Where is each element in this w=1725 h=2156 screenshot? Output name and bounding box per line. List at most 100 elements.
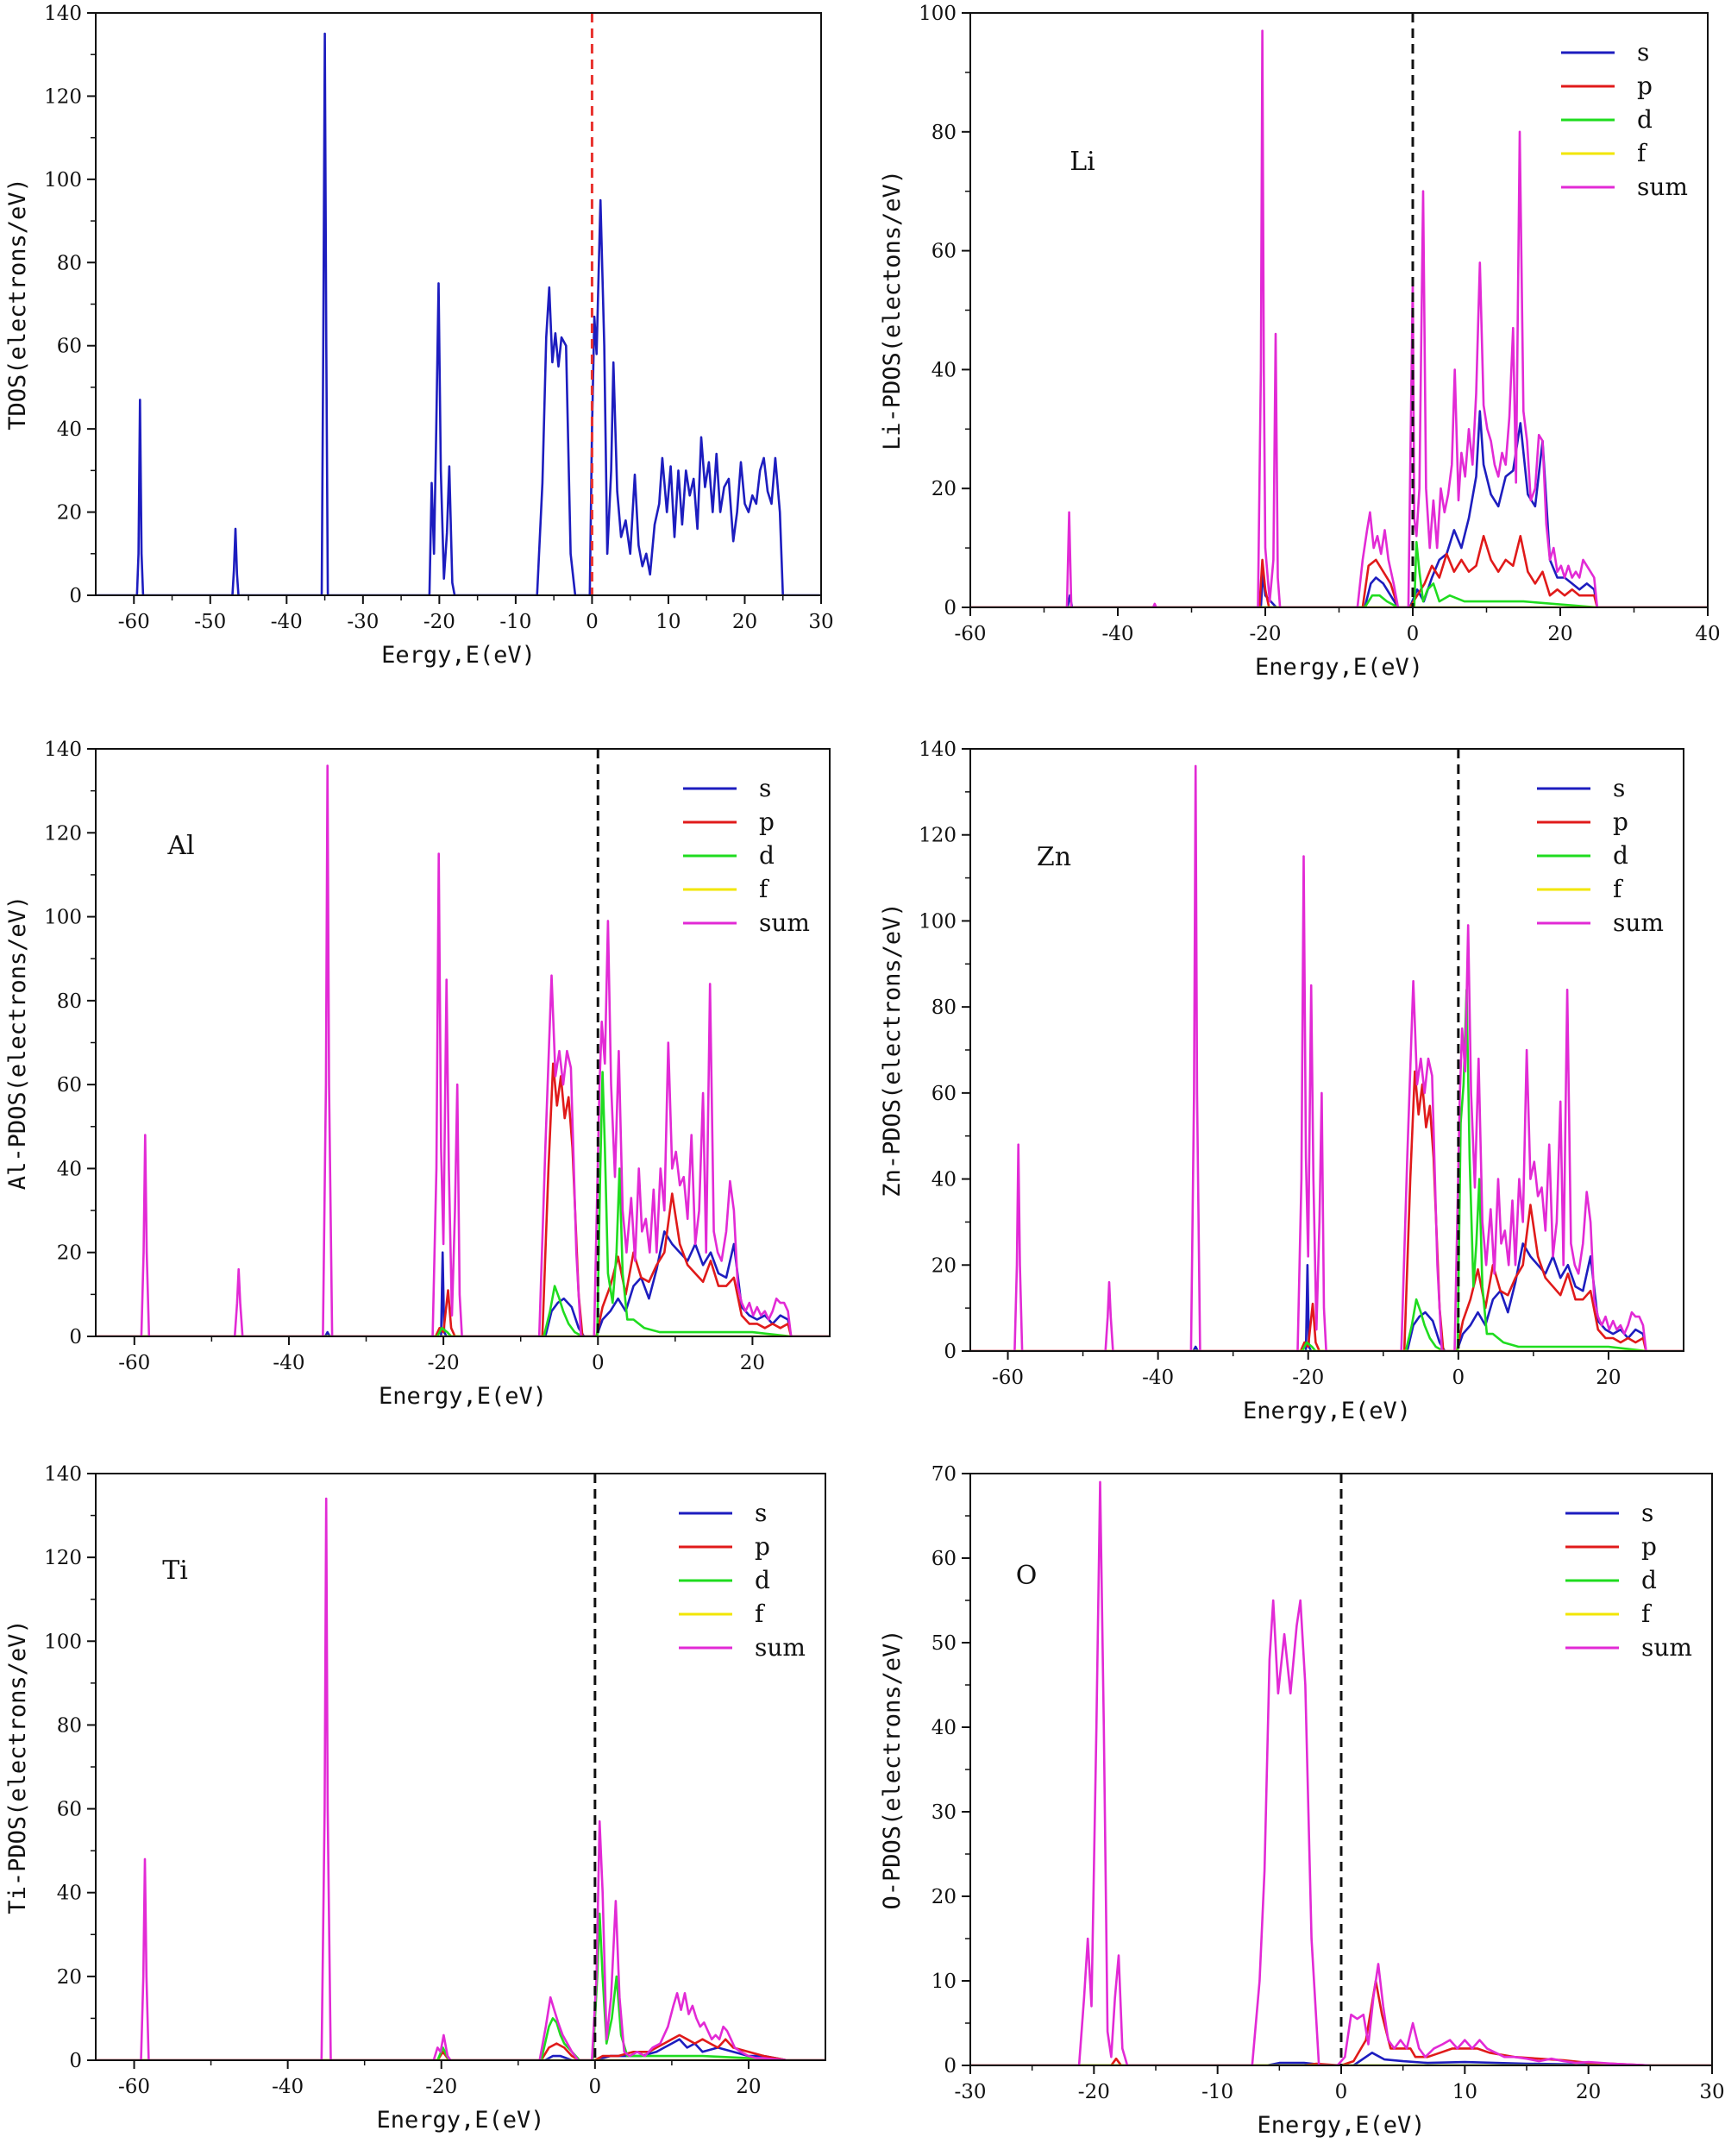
series-s-line bbox=[970, 410, 1708, 607]
y-tick-label: 80 bbox=[57, 1714, 82, 1737]
y-tick-label: 60 bbox=[57, 1074, 82, 1097]
y-tick-label: 0 bbox=[69, 585, 82, 607]
x-tick-label: 20 bbox=[1547, 623, 1572, 645]
panel-element-label: Li bbox=[1070, 147, 1095, 177]
li_pdos-panel: -60 -40 -20 0 20 40 0 20 40 60 80 100 Energy,E(eV) Li… bbox=[879, 3, 1721, 681]
y-tick-label: 60 bbox=[932, 1083, 957, 1105]
x-axis-label: Eergy,E(eV) bbox=[381, 642, 536, 669]
legend-label-f: f bbox=[755, 1600, 766, 1628]
y-tick-label: 120 bbox=[919, 825, 957, 847]
y-tick-label: 40 bbox=[57, 1883, 82, 1905]
y-tick-label: 20 bbox=[932, 1254, 957, 1277]
x-tick-label: -20 bbox=[423, 611, 455, 633]
zn_pdos-panel: -60 -40 -20 0 20 0 20 40 60 80 100 120 140 Energy,E(e… bbox=[879, 739, 1684, 1424]
series-d-line bbox=[96, 1071, 830, 1336]
series-sum-line bbox=[970, 764, 1684, 1351]
x-tick-label: -60 bbox=[954, 623, 986, 645]
al_pdos-panel: -60 -40 -20 0 20 0 20 40 60 80 100 120 140 Energy,E(e… bbox=[4, 739, 831, 1410]
x-tick-label: 20 bbox=[1576, 2081, 1601, 2103]
x-tick-label: 0 bbox=[1407, 623, 1420, 645]
panel-element-label: Al bbox=[166, 831, 194, 861]
x-tick-label: -60 bbox=[118, 611, 150, 633]
y-axis-label: Zn-PDOS(electrons/eV) bbox=[879, 902, 906, 1197]
series-p-line bbox=[970, 534, 1708, 607]
y-tick-label: 20 bbox=[57, 1966, 82, 1989]
x-tick-label: 40 bbox=[1695, 623, 1720, 645]
legend-label-f: f bbox=[1641, 1600, 1653, 1628]
x-tick-label: 0 bbox=[1335, 2081, 1348, 2103]
panel-element-label: O bbox=[1016, 1561, 1038, 1591]
x-tick-label: -60 bbox=[118, 1352, 150, 1374]
series-sum-line bbox=[970, 29, 1708, 607]
y-tick-label: 30 bbox=[932, 1801, 957, 1824]
series-p-line bbox=[96, 1062, 830, 1336]
plot-frame bbox=[95, 748, 831, 1337]
legend-label-d: d bbox=[759, 841, 775, 870]
plot-frame bbox=[95, 1473, 826, 2061]
legend-label-sum: sum bbox=[1641, 1633, 1692, 1662]
y-axis-label: Li-PDOS(electons/eV) bbox=[879, 170, 906, 450]
series-p-line bbox=[96, 2033, 825, 2060]
legend-label-f: f bbox=[1637, 139, 1648, 167]
x-tick-label: -40 bbox=[1142, 1367, 1174, 1389]
plot-frame bbox=[969, 748, 1684, 1352]
y-axis-label: Ti-PDOS(electrons/eV) bbox=[4, 1619, 31, 1914]
legend-label-s: s bbox=[1613, 774, 1625, 802]
series-s-line bbox=[970, 1242, 1684, 1351]
y-tick-label: 0 bbox=[944, 2055, 957, 2077]
legend-label-sum: sum bbox=[1613, 908, 1664, 937]
x-axis-label: Energy,E(eV) bbox=[1257, 2112, 1425, 2139]
legend-label-sum: sum bbox=[759, 908, 810, 937]
y-tick-label: 80 bbox=[57, 990, 82, 1013]
legend-label-d: d bbox=[1613, 841, 1628, 870]
tdos-panel: -60 -50 -40 -30 -20 -10 0 10 20 30 0 20 40 60 80 100 120… bbox=[4, 3, 834, 669]
series-s-line bbox=[96, 1230, 830, 1336]
legend-label-d: d bbox=[1637, 105, 1653, 134]
panel-element-label: Zn bbox=[1037, 842, 1071, 872]
x-tick-label: -60 bbox=[992, 1367, 1024, 1389]
y-axis-label: Al-PDOS(electrons/eV) bbox=[4, 896, 31, 1190]
legend-label-s: s bbox=[755, 1499, 767, 1527]
x-tick-label: 0 bbox=[1452, 1367, 1465, 1389]
y-tick-label: 120 bbox=[44, 85, 82, 108]
legend-label-s: s bbox=[759, 774, 771, 802]
x-tick-label: 20 bbox=[1596, 1367, 1621, 1389]
x-axis-label: Energy,E(eV) bbox=[379, 1383, 547, 1410]
y-tick-label: 140 bbox=[44, 739, 82, 761]
y-tick-label: 40 bbox=[57, 1158, 82, 1180]
y-tick-label: 100 bbox=[44, 1631, 82, 1653]
x-tick-label: -50 bbox=[194, 611, 226, 633]
y-tick-label: 20 bbox=[932, 1886, 957, 1908]
y-tick-label: 20 bbox=[57, 502, 82, 525]
legend-label-p: p bbox=[1637, 72, 1653, 100]
y-tick-label: 60 bbox=[932, 241, 957, 263]
y-tick-label: 100 bbox=[919, 910, 957, 933]
legend-label-p: p bbox=[1641, 1532, 1657, 1561]
y-tick-label: 60 bbox=[57, 336, 82, 358]
y-tick-label: 120 bbox=[44, 822, 82, 845]
series-sum-line bbox=[96, 764, 830, 1336]
y-tick-label: 100 bbox=[919, 3, 957, 25]
y-tick-label: 40 bbox=[932, 359, 957, 381]
y-tick-label: 50 bbox=[932, 1632, 957, 1655]
x-axis-label: Energy,E(eV) bbox=[1255, 654, 1423, 681]
x-tick-label: -60 bbox=[118, 2076, 150, 2098]
x-axis-label: Energy,E(eV) bbox=[376, 2107, 544, 2134]
y-axis-label: O-PDOS(electrons/eV) bbox=[879, 1629, 906, 1909]
x-tick-label: -40 bbox=[1101, 623, 1133, 645]
y-tick-label: 140 bbox=[919, 739, 957, 761]
y-tick-label: 70 bbox=[932, 1463, 957, 1486]
legend-label-p: p bbox=[755, 1532, 770, 1561]
y-tick-label: 40 bbox=[57, 418, 82, 441]
y-tick-label: 60 bbox=[932, 1548, 957, 1570]
x-tick-label: -10 bbox=[1201, 2081, 1233, 2103]
y-tick-label: 100 bbox=[44, 169, 82, 192]
y-tick-label: 100 bbox=[44, 907, 82, 929]
y-tick-label: 0 bbox=[944, 1341, 957, 1363]
y-tick-label: 140 bbox=[44, 1463, 82, 1486]
x-tick-label: 0 bbox=[592, 1352, 605, 1374]
